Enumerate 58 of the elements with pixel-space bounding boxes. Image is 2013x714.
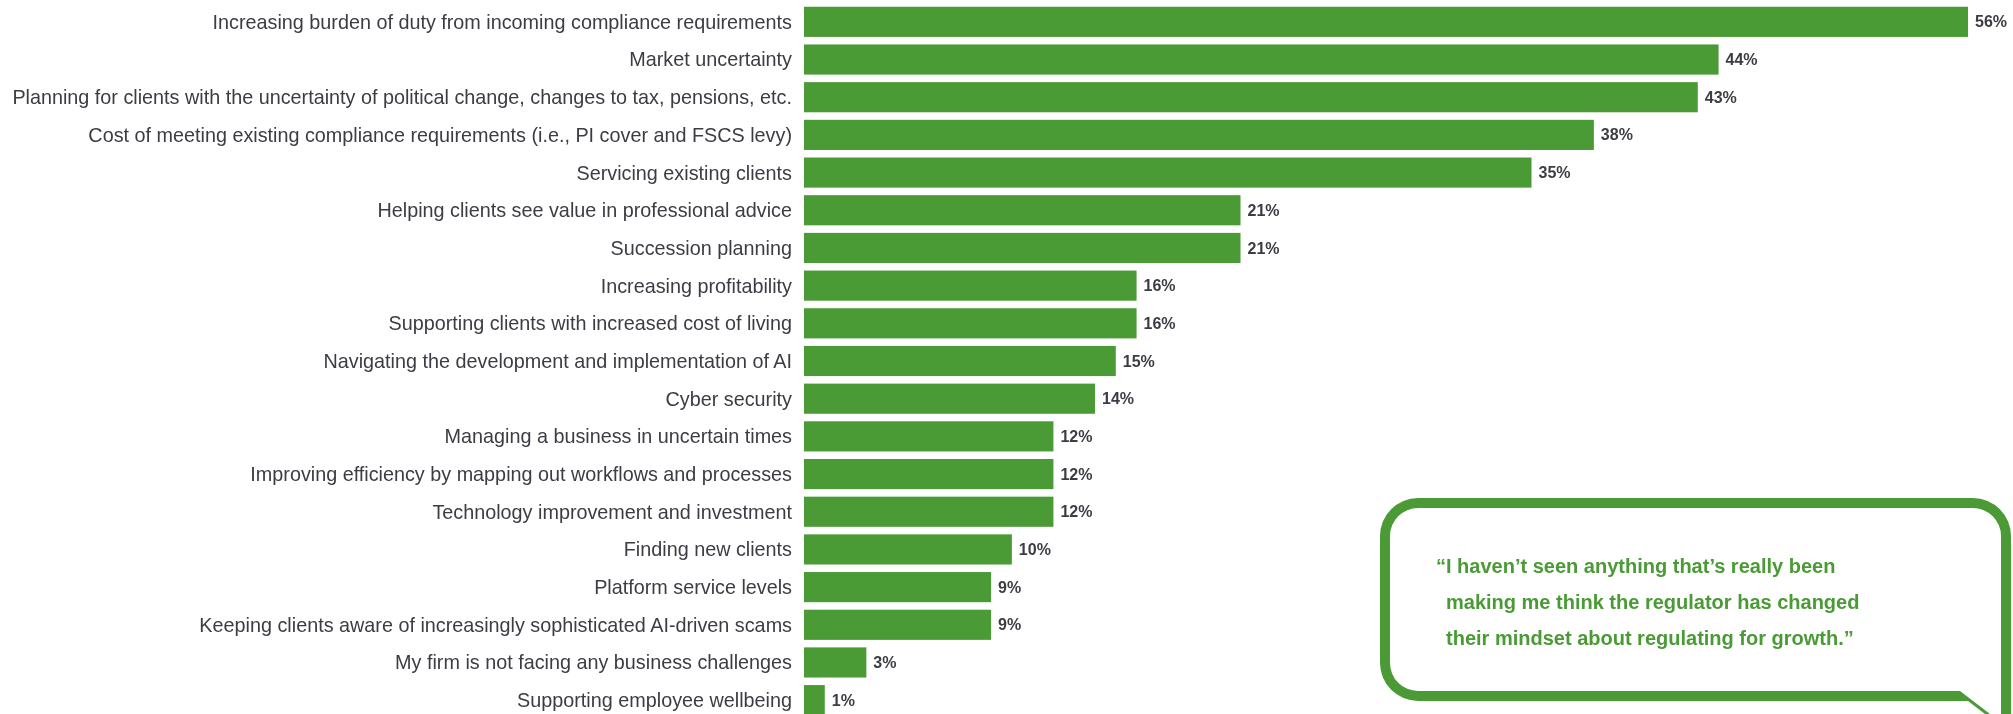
y-tick-label: Platform service levels [594, 576, 793, 599]
bar [804, 383, 1095, 414]
bar [804, 270, 1137, 301]
bar [804, 458, 1054, 490]
bar [804, 308, 1137, 339]
bar [804, 685, 825, 714]
bar [804, 119, 1594, 150]
y-tick-label: Cost of meeting existing compliance requirements (i.e., PI cover and FSCS levy) [88, 123, 792, 146]
bar [804, 421, 1054, 452]
y-tick-label: Keeping clients aware of increasingly sophisticated AI-driven scams [199, 613, 793, 636]
data-label: 56% [1975, 13, 2008, 31]
data-label: 12% [1060, 465, 1093, 483]
bar [804, 496, 1054, 527]
data-label: 44% [1725, 51, 1758, 69]
annotation: “I haven’t seen anything that’s really been making me think the regulator has changed their mindset about regulating for growth.” [1436, 555, 1860, 649]
data-label: 14% [1102, 390, 1135, 408]
y-tick-label: Improving efficiency by mapping out workflows and processes [250, 462, 793, 485]
data-label: 21% [1247, 201, 1280, 219]
data-label: 16% [1143, 314, 1176, 332]
data-label: 38% [1600, 126, 1633, 144]
data-label: 3% [873, 654, 897, 672]
bar [804, 195, 1241, 226]
data-label: 10% [1018, 541, 1051, 559]
y-tick-label: Technology improvement and investment [432, 500, 793, 523]
y-tick-label: Increasing profitability [600, 274, 793, 297]
y-tick-label: Managing a business in uncertain times [444, 425, 793, 448]
data-label: 15% [1122, 352, 1155, 370]
data-label: 21% [1247, 239, 1280, 257]
bar [804, 647, 867, 678]
y-tick-label: Supporting clients with increased cost of living [388, 312, 792, 335]
bar [804, 609, 992, 640]
y-tick-label: Helping clients see value in professional advice [377, 199, 792, 222]
y-tick-label: Increasing burden of duty from incoming compliance requirements [212, 10, 793, 33]
y-tick-label: Market uncertainty [629, 48, 793, 71]
data-label: 9% [998, 578, 1022, 596]
y-tick-label: Servicing existing clients [576, 161, 793, 184]
y-tick-label: Cyber security [665, 387, 793, 410]
bar [804, 157, 1532, 188]
y-tick-label: Supporting employee wellbeing [517, 689, 792, 712]
y-tick-label: Navigating the development and implementation of AI [323, 349, 792, 372]
bar [804, 534, 1012, 565]
data-label: 1% [831, 691, 855, 709]
data-label: 12% [1060, 427, 1093, 445]
y-tick-label: My firm is not facing any business challenges [395, 651, 793, 674]
data-label: 43% [1704, 88, 1737, 106]
bar [804, 44, 1719, 75]
y-tick-label: Succession planning [610, 236, 792, 259]
bar [804, 6, 1968, 37]
bar [804, 345, 1116, 377]
data-label: 9% [998, 616, 1022, 634]
data-label: 12% [1060, 503, 1093, 521]
bar [804, 232, 1241, 264]
data-label: 16% [1143, 277, 1176, 295]
bar [804, 82, 1698, 113]
y-tick-label: Planning for clients with the uncertainty of political change, changes to tax, pensions, etc. [12, 86, 792, 109]
y-tick-label: Finding new clients [623, 538, 793, 561]
bar [804, 572, 992, 603]
data-label: 35% [1538, 164, 1571, 182]
